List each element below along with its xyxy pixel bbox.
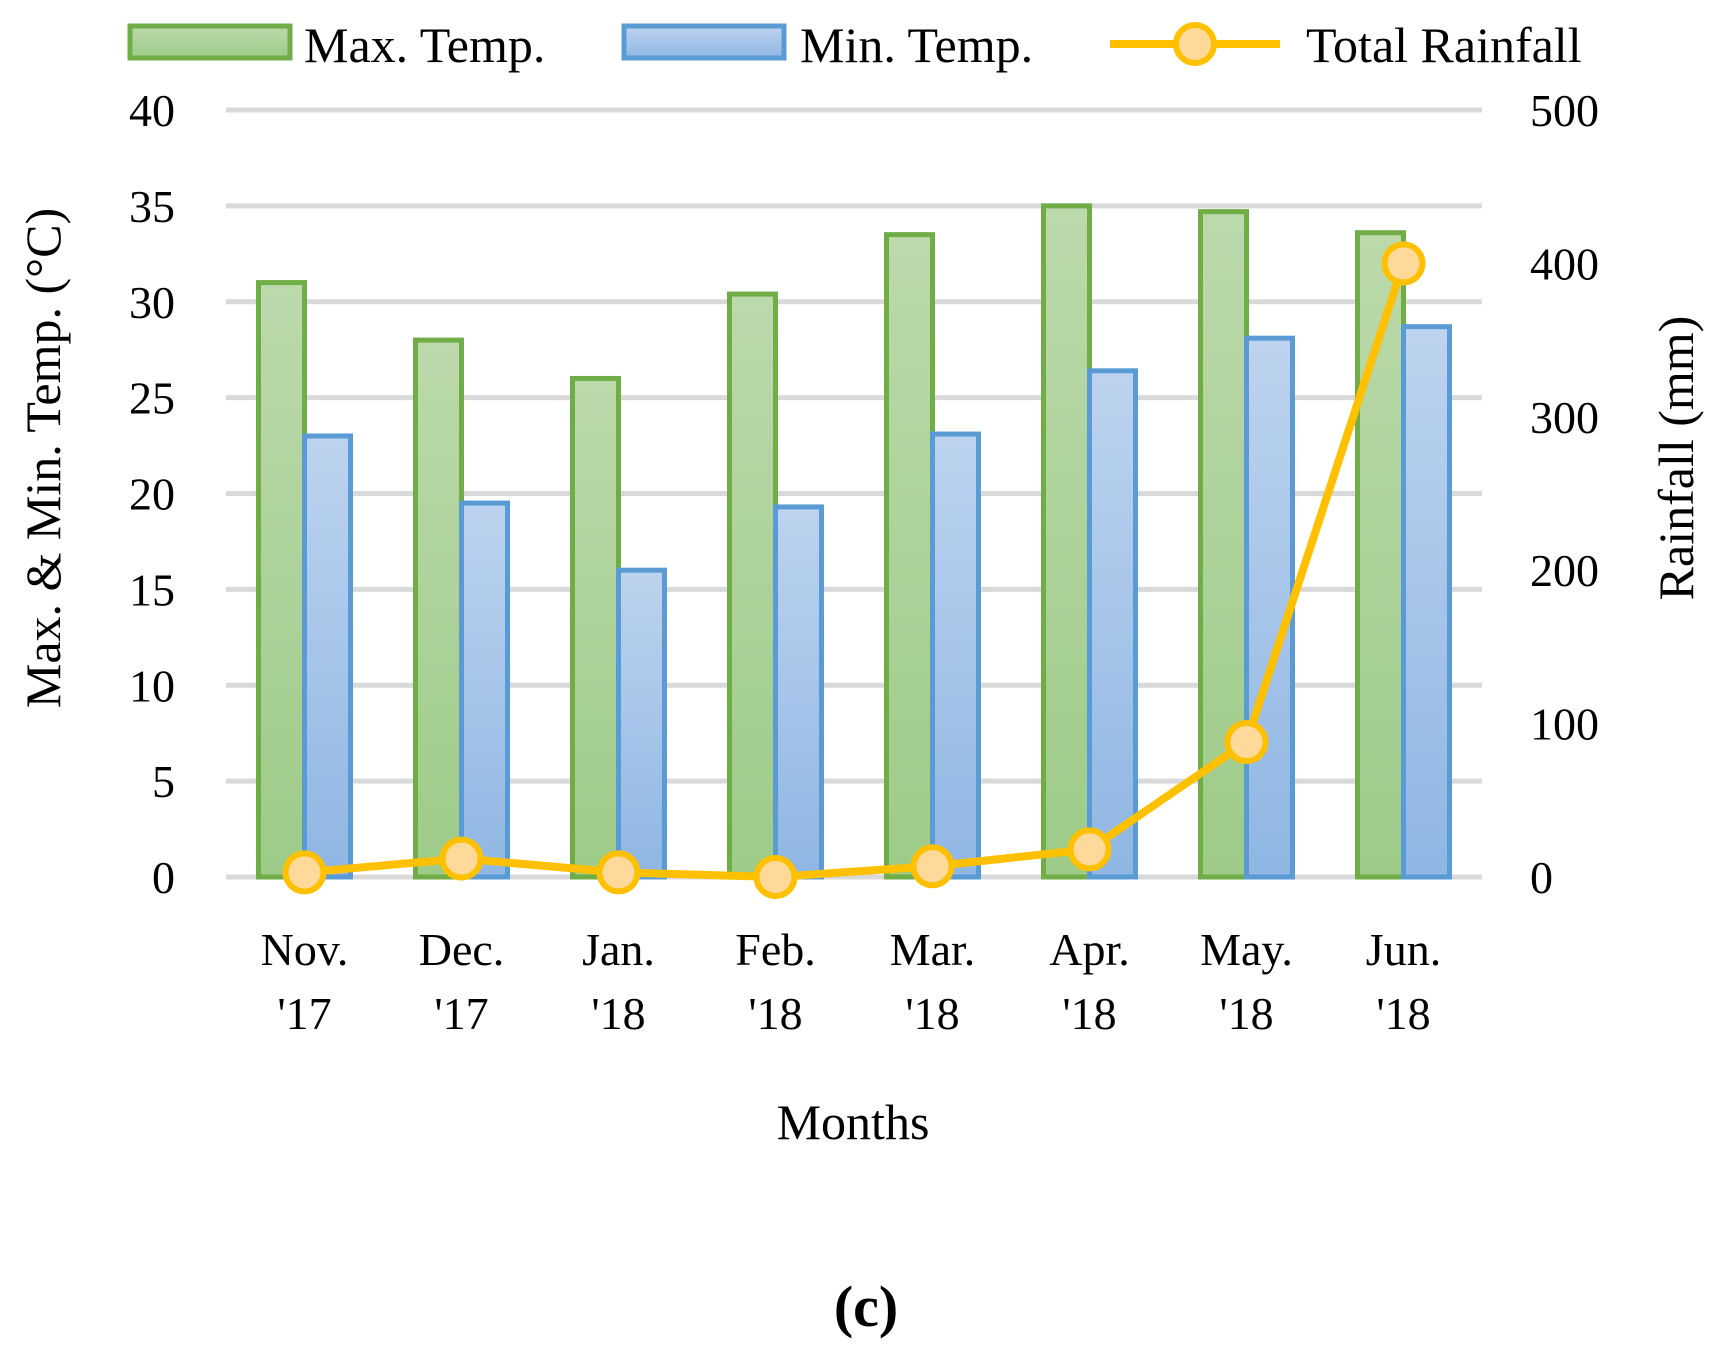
rainfall-point-0 — [282, 850, 327, 895]
rainfall-point-2 — [596, 850, 641, 895]
x-tick-label-5-line-1: '18 — [1062, 988, 1116, 1039]
rainfall-point-7 — [1381, 241, 1426, 286]
right-tick-label-0: 0 — [1530, 852, 1553, 903]
x-tick-label-4-line-0: Mar. — [890, 924, 976, 975]
right-tick-label-4: 400 — [1530, 238, 1599, 289]
x-tick-label-7-line-1: '18 — [1376, 988, 1430, 1039]
bar-max-temp-4 — [884, 232, 935, 880]
legend-min-label: Min. Temp. — [800, 17, 1033, 73]
bar-max-temp-3 — [727, 291, 778, 880]
bar-max-temp-6 — [1198, 209, 1249, 880]
left-tick-label-1: 5 — [152, 756, 175, 807]
x-tick-label-6-line-1: '18 — [1219, 988, 1273, 1039]
left-tick-label-5: 25 — [129, 373, 175, 424]
right-tick-label-5: 500 — [1530, 85, 1599, 136]
left-axis-ticks: 0 5 10 15 20 25 30 35 40 — [129, 85, 175, 903]
left-tick-label-6: 30 — [129, 277, 175, 328]
left-tick-label-8: 40 — [129, 85, 175, 136]
left-tick-label-0: 0 — [152, 852, 175, 903]
legend: Max. Temp. Min. Temp. Total Rainfall — [127, 17, 1582, 73]
rainfall-point-3 — [753, 855, 798, 899]
x-tick-label-1-line-0: Dec. — [419, 924, 505, 975]
left-tick-label-7: 35 — [129, 181, 175, 232]
rainfall-point-6 — [1224, 720, 1269, 765]
x-tick-label-5-line-0: Apr. — [1049, 924, 1130, 975]
left-tick-label-3: 15 — [129, 564, 175, 615]
legend-rain-label: Total Rainfall — [1306, 17, 1582, 73]
x-tick-label-0-line-1: '17 — [277, 988, 331, 1039]
x-tick-label-2-line-1: '18 — [591, 988, 645, 1039]
bar-min-temp-3 — [773, 504, 824, 880]
right-tick-label-1: 100 — [1530, 699, 1599, 750]
rainfall-point-1 — [439, 836, 484, 881]
left-tick-label-4: 20 — [129, 469, 175, 520]
x-tick-label-2-line-0: Jan. — [582, 924, 655, 975]
right-tick-label-2: 200 — [1530, 545, 1599, 596]
bar-max-temp-0 — [256, 280, 307, 880]
x-tick-label-0-line-0: Nov. — [261, 924, 349, 975]
rainfall-point-5 — [1067, 827, 1112, 872]
rainfall-polyline — [304, 262, 1408, 881]
legend-max-label: Max. Temp. — [304, 17, 545, 73]
bar-max-temp-1 — [413, 337, 464, 880]
legend-min-swatch — [621, 23, 787, 61]
x-tick-label-3-line-0: Feb. — [735, 924, 816, 975]
x-axis-ticks: Nov. '17 Dec. '17 Jan. '18 Feb. '18 Mar. '18 Apr. '… — [261, 924, 1442, 1039]
rainfall-line — [282, 241, 1426, 899]
x-tick-label-1-line-1: '17 — [434, 988, 488, 1039]
x-tick-label-4-line-1: '18 — [905, 988, 959, 1039]
bar-min-temp-4 — [930, 431, 981, 880]
x-tick-label-6-line-0: May. — [1200, 924, 1293, 975]
panel-label: (c) — [834, 1274, 898, 1339]
left-tick-label-2: 10 — [129, 660, 175, 711]
bar-min-temp-0 — [302, 433, 353, 880]
left-axis-title: Max. & Min. Temp. (°C) — [15, 208, 71, 708]
rainfall-point-4 — [910, 844, 955, 889]
bar-min-temp-7 — [1401, 324, 1452, 880]
bar-max-temp-2 — [570, 375, 621, 880]
bar-min-temp-1 — [459, 500, 510, 880]
right-axis-ticks: 0 100 200 300 400 500 — [1530, 85, 1599, 903]
bar-min-temp-5 — [1087, 368, 1138, 880]
bar-min-temp-2 — [616, 567, 667, 880]
legend-rain-marker — [1173, 22, 1217, 66]
bars — [256, 203, 1452, 880]
bar-min-temp-6 — [1244, 335, 1295, 880]
bar-max-temp-5 — [1041, 203, 1092, 880]
x-tick-label-3-line-1: '18 — [748, 988, 802, 1039]
legend-max-swatch — [127, 23, 293, 61]
right-tick-label-3: 300 — [1530, 392, 1599, 443]
x-axis-title: Months — [777, 1094, 930, 1150]
x-tick-label-7-line-0: Jun. — [1366, 924, 1441, 975]
right-axis-title: Rainfall (mm) — [1648, 316, 1704, 601]
